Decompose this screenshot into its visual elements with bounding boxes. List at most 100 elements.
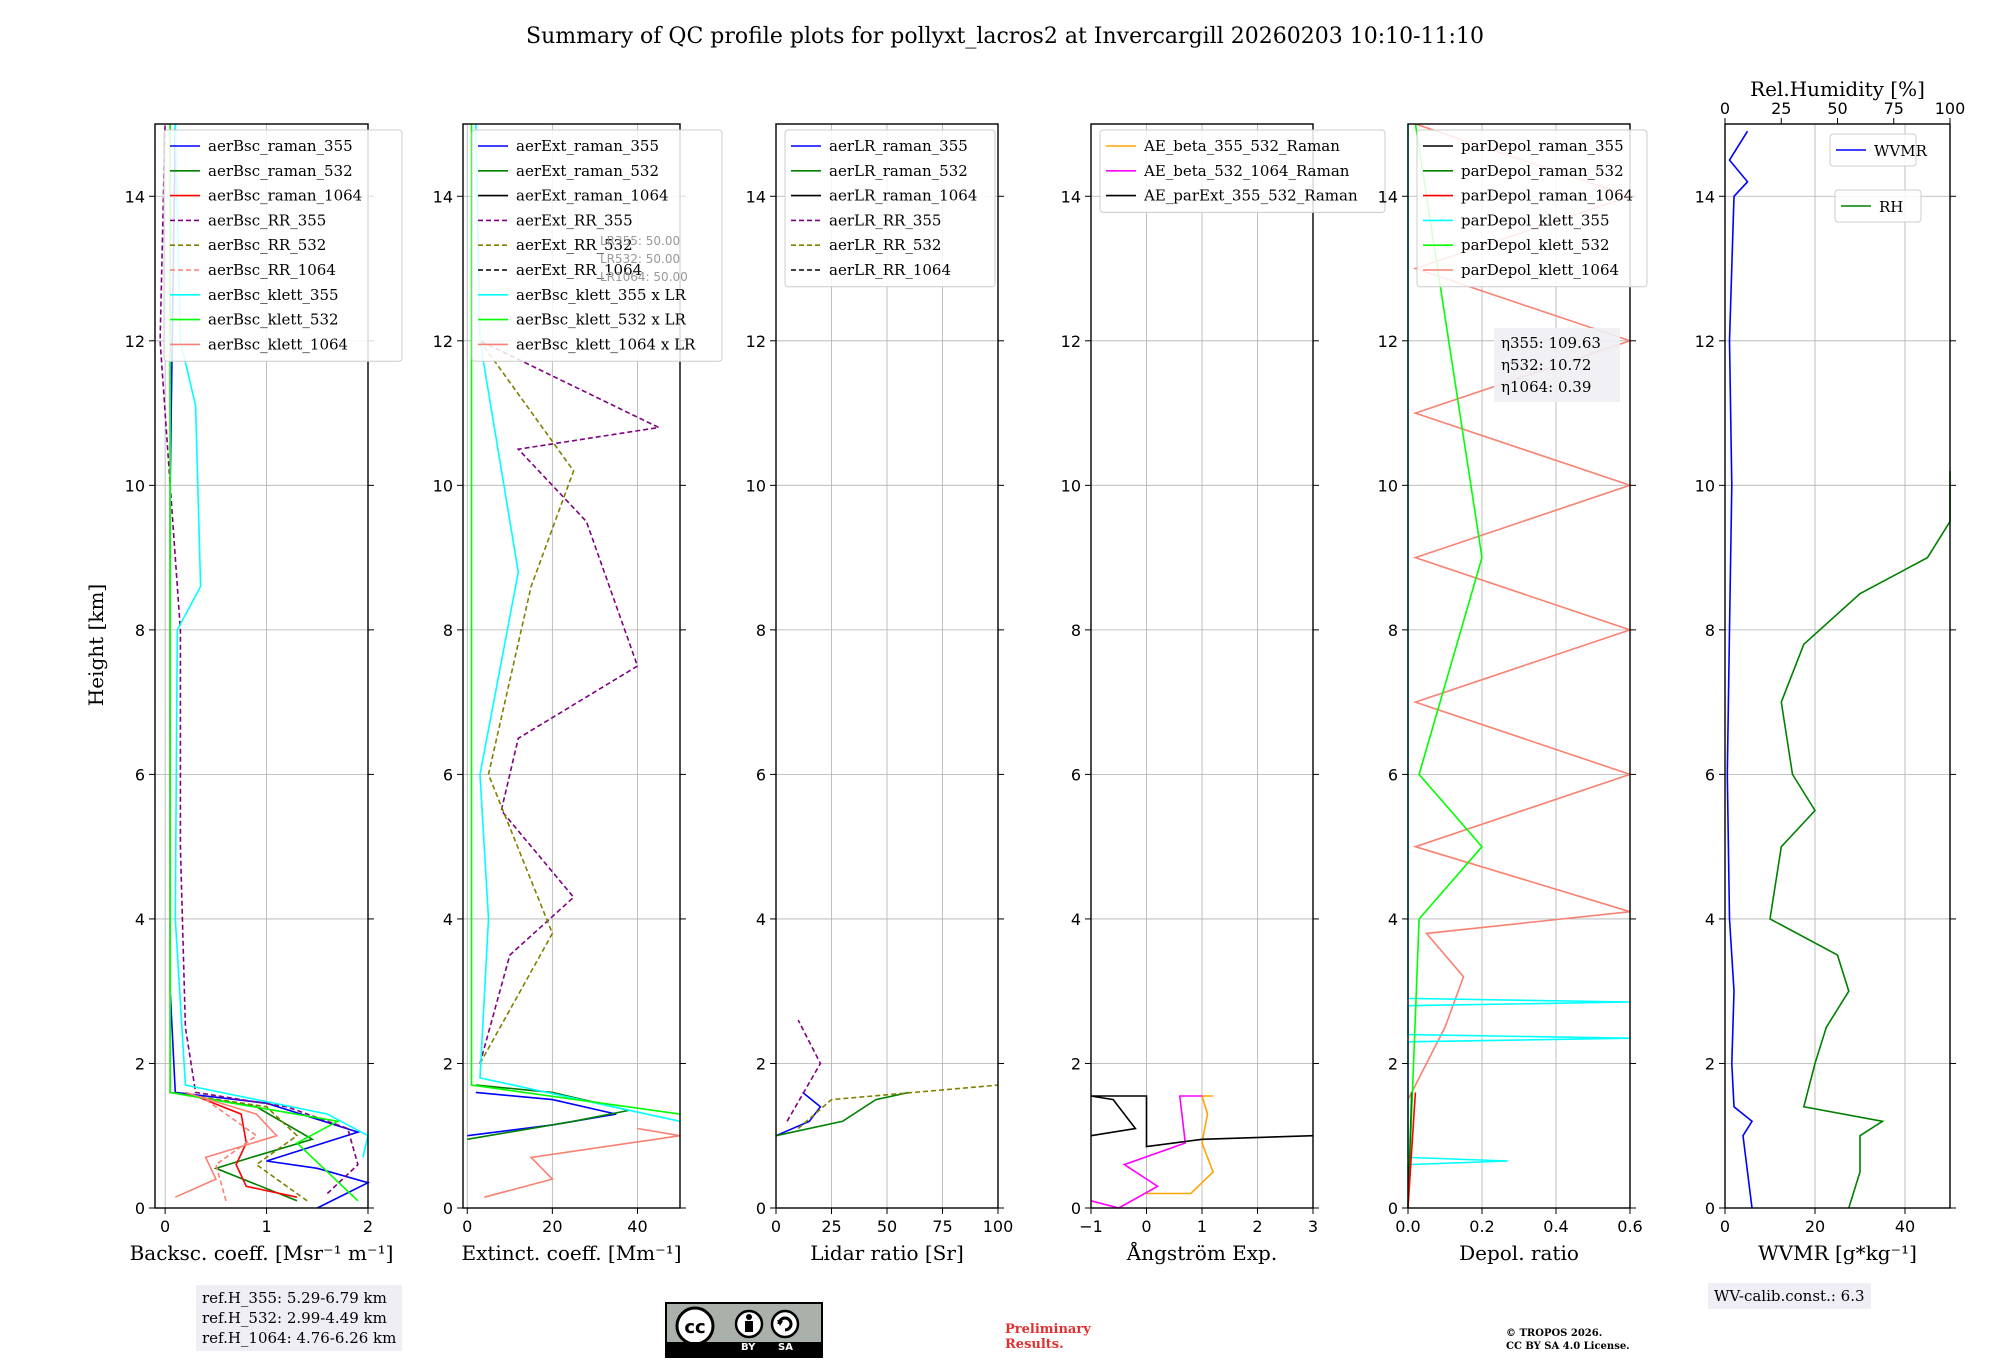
legend-label: aerBsc_klett_1064: [208, 335, 348, 353]
ref-height-355: ref.H_355: 5.29-6.79 km: [202, 1289, 387, 1307]
y-tick-label: 6: [135, 765, 145, 784]
legend-label: parDepol_klett_532: [1461, 236, 1610, 254]
y-tick-label: 0: [1071, 1199, 1081, 1218]
legend-label: aerLR_raman_355: [829, 137, 968, 155]
y-tick-label: 10: [1061, 476, 1081, 495]
y-tick-label: 2: [443, 1054, 453, 1073]
series-line-aerbsc-klett-532-x-lr: [470, 124, 681, 1115]
y-tick-label: 12: [433, 332, 453, 351]
y-tick-label: 2: [135, 1054, 145, 1073]
legend-label: aerLR_RR_355: [829, 211, 941, 229]
legend-label: aerBsc_klett_532 x LR: [516, 311, 687, 329]
series-line-aerext-rr-355: [479, 340, 662, 1064]
legend-box: [1416, 129, 1648, 288]
legend-label: aerExt_raman_355: [516, 137, 659, 155]
series-line-wvmr: [1726, 130, 1754, 1209]
y-tick-label: 2: [1705, 1054, 1715, 1073]
preliminary-line-2: Results.: [1005, 1337, 1064, 1352]
y-tick-label: 0: [1388, 1199, 1398, 1218]
y-tick-label: 14: [125, 187, 145, 206]
x-axis-label: Lidar ratio [Sr]: [810, 1241, 964, 1265]
preliminary-line-1: Preliminary: [1005, 1322, 1091, 1337]
y-tick-label: 14: [746, 187, 766, 206]
y-tick-label: 0: [1705, 1199, 1715, 1218]
panel-5: 0.0 0.2 0.4 0.6 Depol. ratio 0 2 4 6 8 10 12 14 parDe…: [1378, 123, 1648, 1265]
panel-6: 0 20 40 WVMR [g*kg⁻¹] 0 2 4 6 8 10 12 14 0 25 50 75 100 R…: [1695, 77, 1966, 1265]
wv-calibration-box: WV-calib.const.: 6.3: [1708, 1283, 1871, 1309]
y-tick-label: 4: [135, 910, 145, 929]
legend-label: aerLR_RR_532: [829, 236, 941, 254]
x-tick-label: 0: [462, 1217, 472, 1236]
cc-icon: cc: [675, 1306, 800, 1344]
y-tick-label: 6: [1071, 765, 1081, 784]
x-tick-label: −1: [1079, 1217, 1103, 1236]
legend-label: parDepol_klett_1064: [1461, 261, 1619, 279]
y-tick-label: 8: [135, 621, 145, 640]
y-tick-label: 14: [1061, 187, 1081, 206]
x-axis-label: Extinct. coeff. [Mm⁻¹]: [461, 1241, 681, 1265]
plot-area: [1725, 124, 1950, 1208]
series-line-ae-parext-355-532-raman: [1090, 1095, 1314, 1148]
x-axis-label: WVMR [g*kg⁻¹]: [1758, 1241, 1917, 1265]
series-line-pardepol-klett-532: [1407, 123, 1484, 1209]
legend-label: aerBsc_RR_355: [208, 211, 326, 229]
y-tick-label: 8: [1388, 621, 1398, 640]
x-tick-label: 40: [1895, 1217, 1915, 1236]
y-tick-label: 10: [1378, 476, 1398, 495]
figure-title: Summary of QC profile plots for pollyxt_…: [526, 24, 1484, 49]
eta-value: η355: 109.63: [1501, 334, 1601, 352]
eta-value: η532: 10.72: [1501, 356, 1591, 374]
legend-label: aerExt_raman_1064: [516, 187, 669, 205]
top-axis-label: Rel.Humidity [%]: [1750, 77, 1925, 101]
y-tick-label: 10: [1695, 476, 1715, 495]
y-tick-label: 10: [746, 476, 766, 495]
plot-frame: [1407, 123, 1631, 1209]
y-tick-label: 2: [1388, 1054, 1398, 1073]
x-tick-label: 0: [1141, 1217, 1151, 1236]
y-tick-label: 12: [1061, 332, 1081, 351]
y-tick-label: 8: [443, 621, 453, 640]
cc-by-sa-badge: cc BY SA: [665, 1302, 823, 1358]
y-tick-label: 12: [125, 332, 145, 351]
y-tick-label: 14: [433, 187, 453, 206]
plot-frame: [154, 123, 369, 1209]
series-line-aerext-raman-355: [467, 1091, 617, 1137]
series-line-aerbsc-klett-1064: [174, 1091, 279, 1198]
top-x-tick-label: 50: [1827, 99, 1847, 118]
y-tick-label: 2: [1071, 1054, 1081, 1073]
y-tick-label: 14: [1378, 187, 1398, 206]
legend-box: [163, 129, 403, 362]
legend-label: WVMR: [1874, 142, 1928, 160]
y-tick-label: 10: [433, 476, 453, 495]
y-tick-label: 6: [1705, 765, 1715, 784]
y-tick-label: 8: [1071, 621, 1081, 640]
license-note: © TROPOS 2026. CC BY SA 4.0 License.: [1506, 1327, 1630, 1353]
legend-label: aerExt_RR_355: [516, 211, 633, 229]
legend-box: [1834, 189, 1922, 223]
x-tick-label: 1: [1197, 1217, 1207, 1236]
y-tick-label: 6: [443, 765, 453, 784]
x-tick-label: 0: [771, 1217, 781, 1236]
top-x-tick-label: 0: [1720, 99, 1730, 118]
y-tick-label: 4: [1388, 910, 1398, 929]
y-tick-label: 0: [443, 1199, 453, 1218]
legend-box: [784, 129, 996, 288]
y-tick-label: 4: [1071, 910, 1081, 929]
legend-label: parDepol_klett_355: [1461, 211, 1610, 229]
cc-by-label: BY: [741, 1342, 756, 1353]
series-line-aerbsc-raman-1064: [195, 1095, 298, 1198]
legend-label: aerExt_RR_532: [516, 236, 633, 254]
series-line-aerbsc-rr-1064: [205, 1098, 258, 1202]
x-axis-label: Ångström Exp.: [1126, 1240, 1277, 1265]
top-x-tick-label: 75: [1884, 99, 1904, 118]
legend-box: [471, 129, 723, 362]
legend-label: aerBsc_raman_532: [208, 162, 353, 180]
copyright-text: © TROPOS 2026.: [1506, 1328, 1603, 1339]
lidar-ratio-value: LR1064: 50.00: [600, 270, 688, 284]
ref-height-1064: ref.H_1064: 4.76-6.26 km: [202, 1329, 397, 1347]
x-tick-label: 0.2: [1469, 1217, 1494, 1236]
legend-label: aerBsc_RR_532: [208, 236, 326, 254]
legend-label: AE_beta_355_532_Raman: [1143, 137, 1340, 155]
